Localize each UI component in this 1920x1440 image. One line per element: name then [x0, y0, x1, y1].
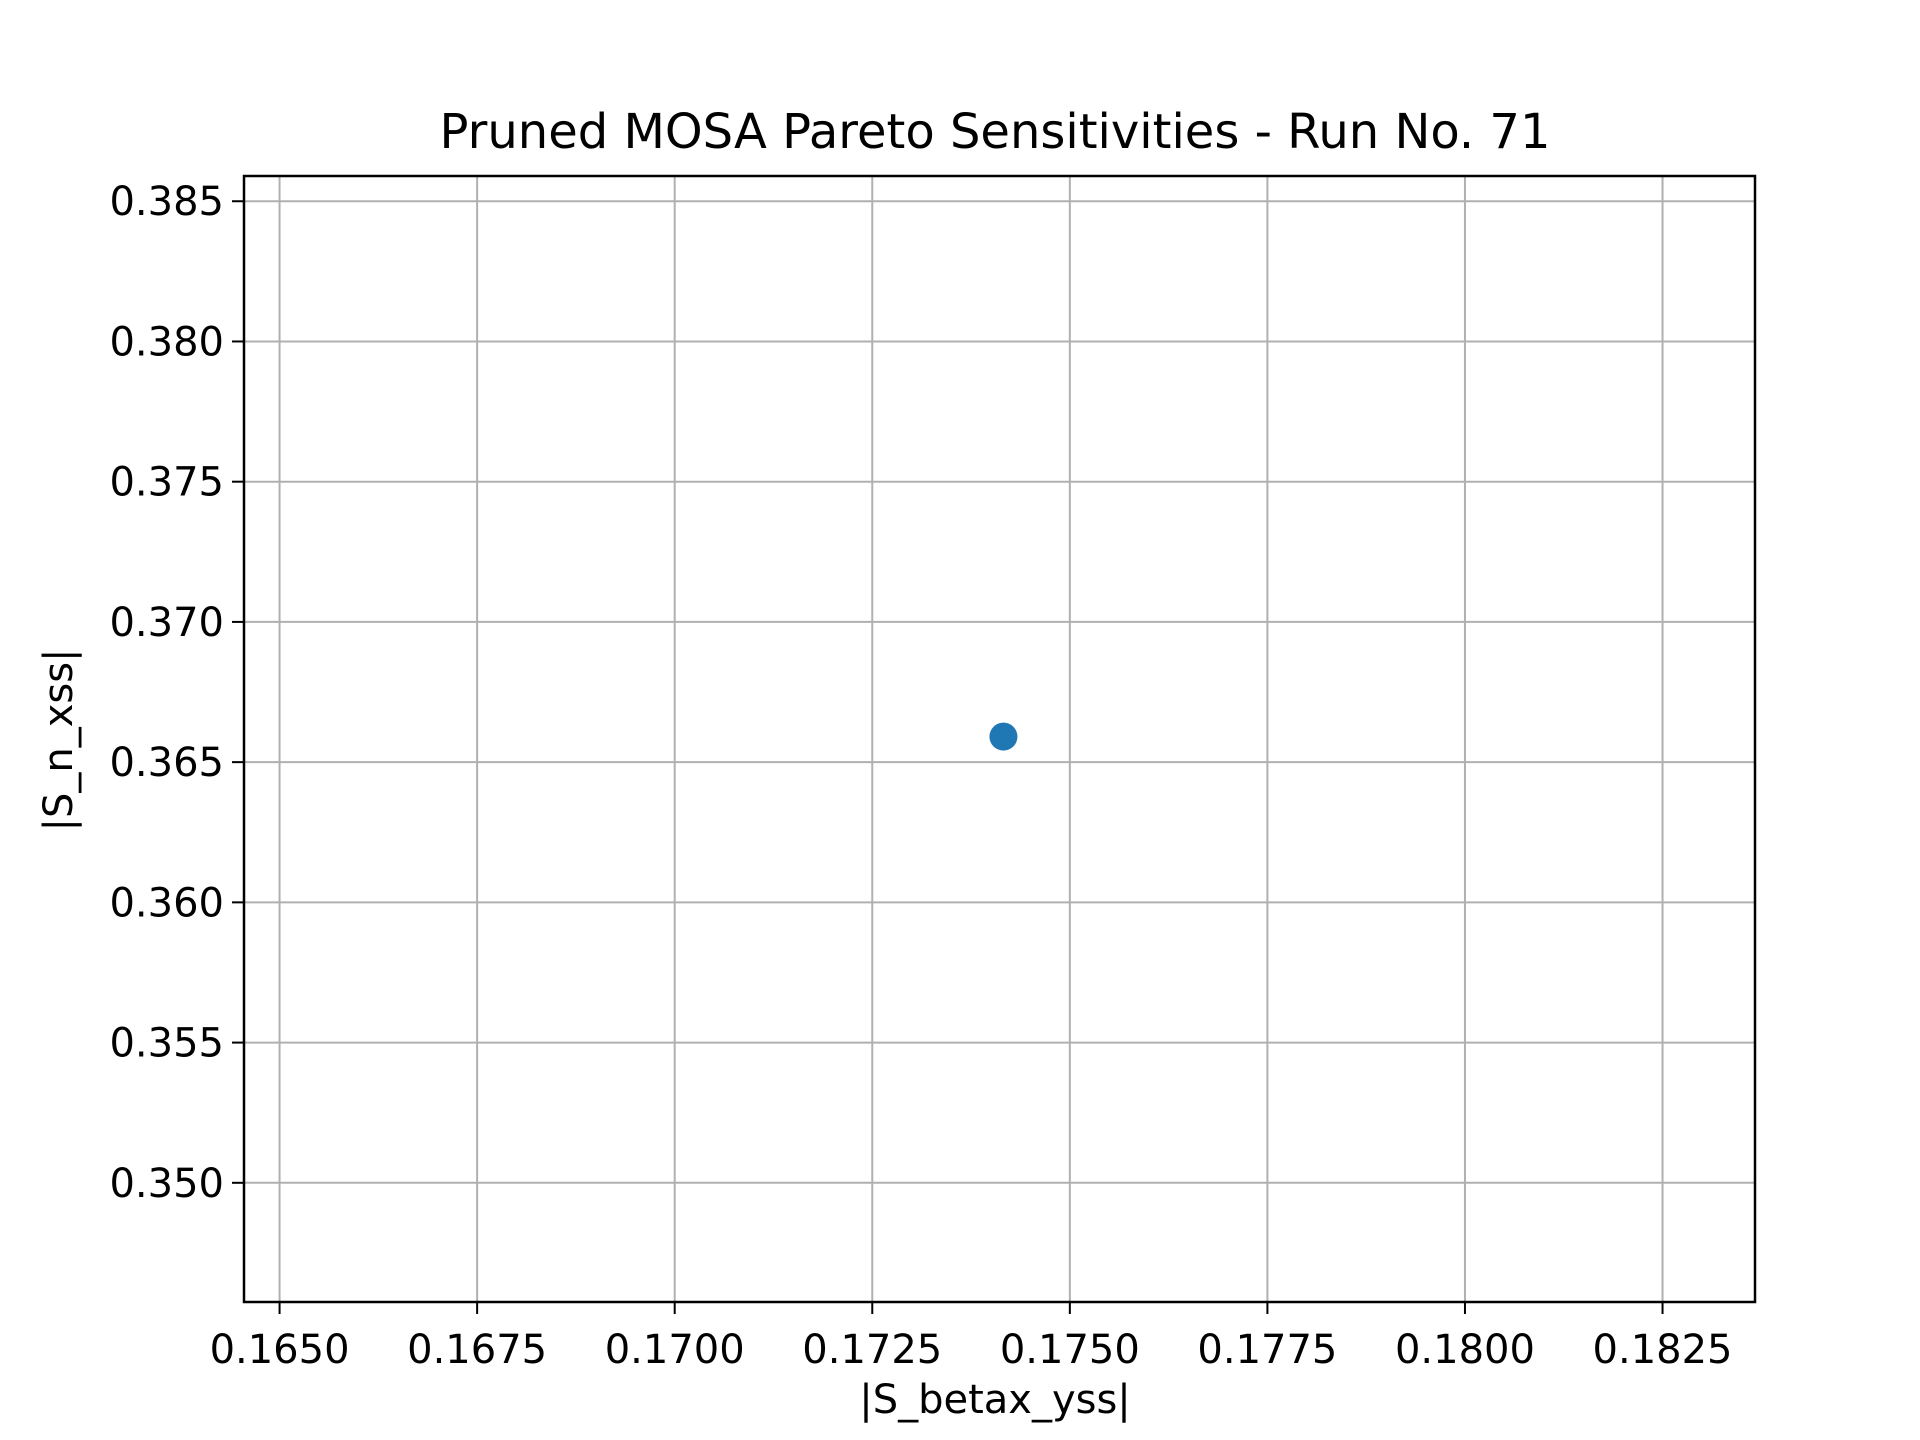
- plot-frame: [242, 174, 1757, 1304]
- y-tick-label: 0.385: [109, 179, 224, 225]
- x-tick-label: 0.1825: [1593, 1327, 1733, 1373]
- scatter-point: [989, 722, 1018, 751]
- grid: [244, 176, 1755, 1302]
- x-tick-label: 0.1725: [802, 1327, 942, 1373]
- y-axis-label: |S_n_xss|: [36, 648, 82, 831]
- x-tick-label: 0.1650: [210, 1327, 350, 1373]
- x-tick-label: 0.1750: [1000, 1327, 1140, 1373]
- y-tick-label: 0.380: [109, 319, 224, 365]
- x-tick-label: 0.1775: [1197, 1327, 1337, 1373]
- chart-title: Pruned MOSA Pareto Sensitivities - Run N…: [440, 104, 1551, 160]
- x-tick-label: 0.1700: [605, 1327, 745, 1373]
- y-axis-ticks: 0.350 0.355 0.360 0.365 0.370 0.375 0.380 0.385: [109, 179, 244, 1207]
- y-tick-label: 0.350: [109, 1161, 224, 1207]
- y-tick-label: 0.375: [109, 460, 224, 506]
- x-tick-label: 0.1675: [407, 1327, 547, 1373]
- y-tick-label: 0.370: [109, 600, 224, 646]
- y-tick-label: 0.355: [109, 1021, 224, 1067]
- x-axis-label: |S_betax_yss|: [859, 1377, 1131, 1423]
- data-points: [989, 722, 1018, 751]
- x-tick-label: 0.1800: [1395, 1327, 1535, 1373]
- x-axis-ticks: 0.1650 0.1675 0.1700 0.1725 0.1750 0.1775 0.18…: [210, 1302, 1733, 1373]
- y-tick-label: 0.360: [109, 880, 224, 926]
- y-tick-label: 0.365: [109, 740, 224, 786]
